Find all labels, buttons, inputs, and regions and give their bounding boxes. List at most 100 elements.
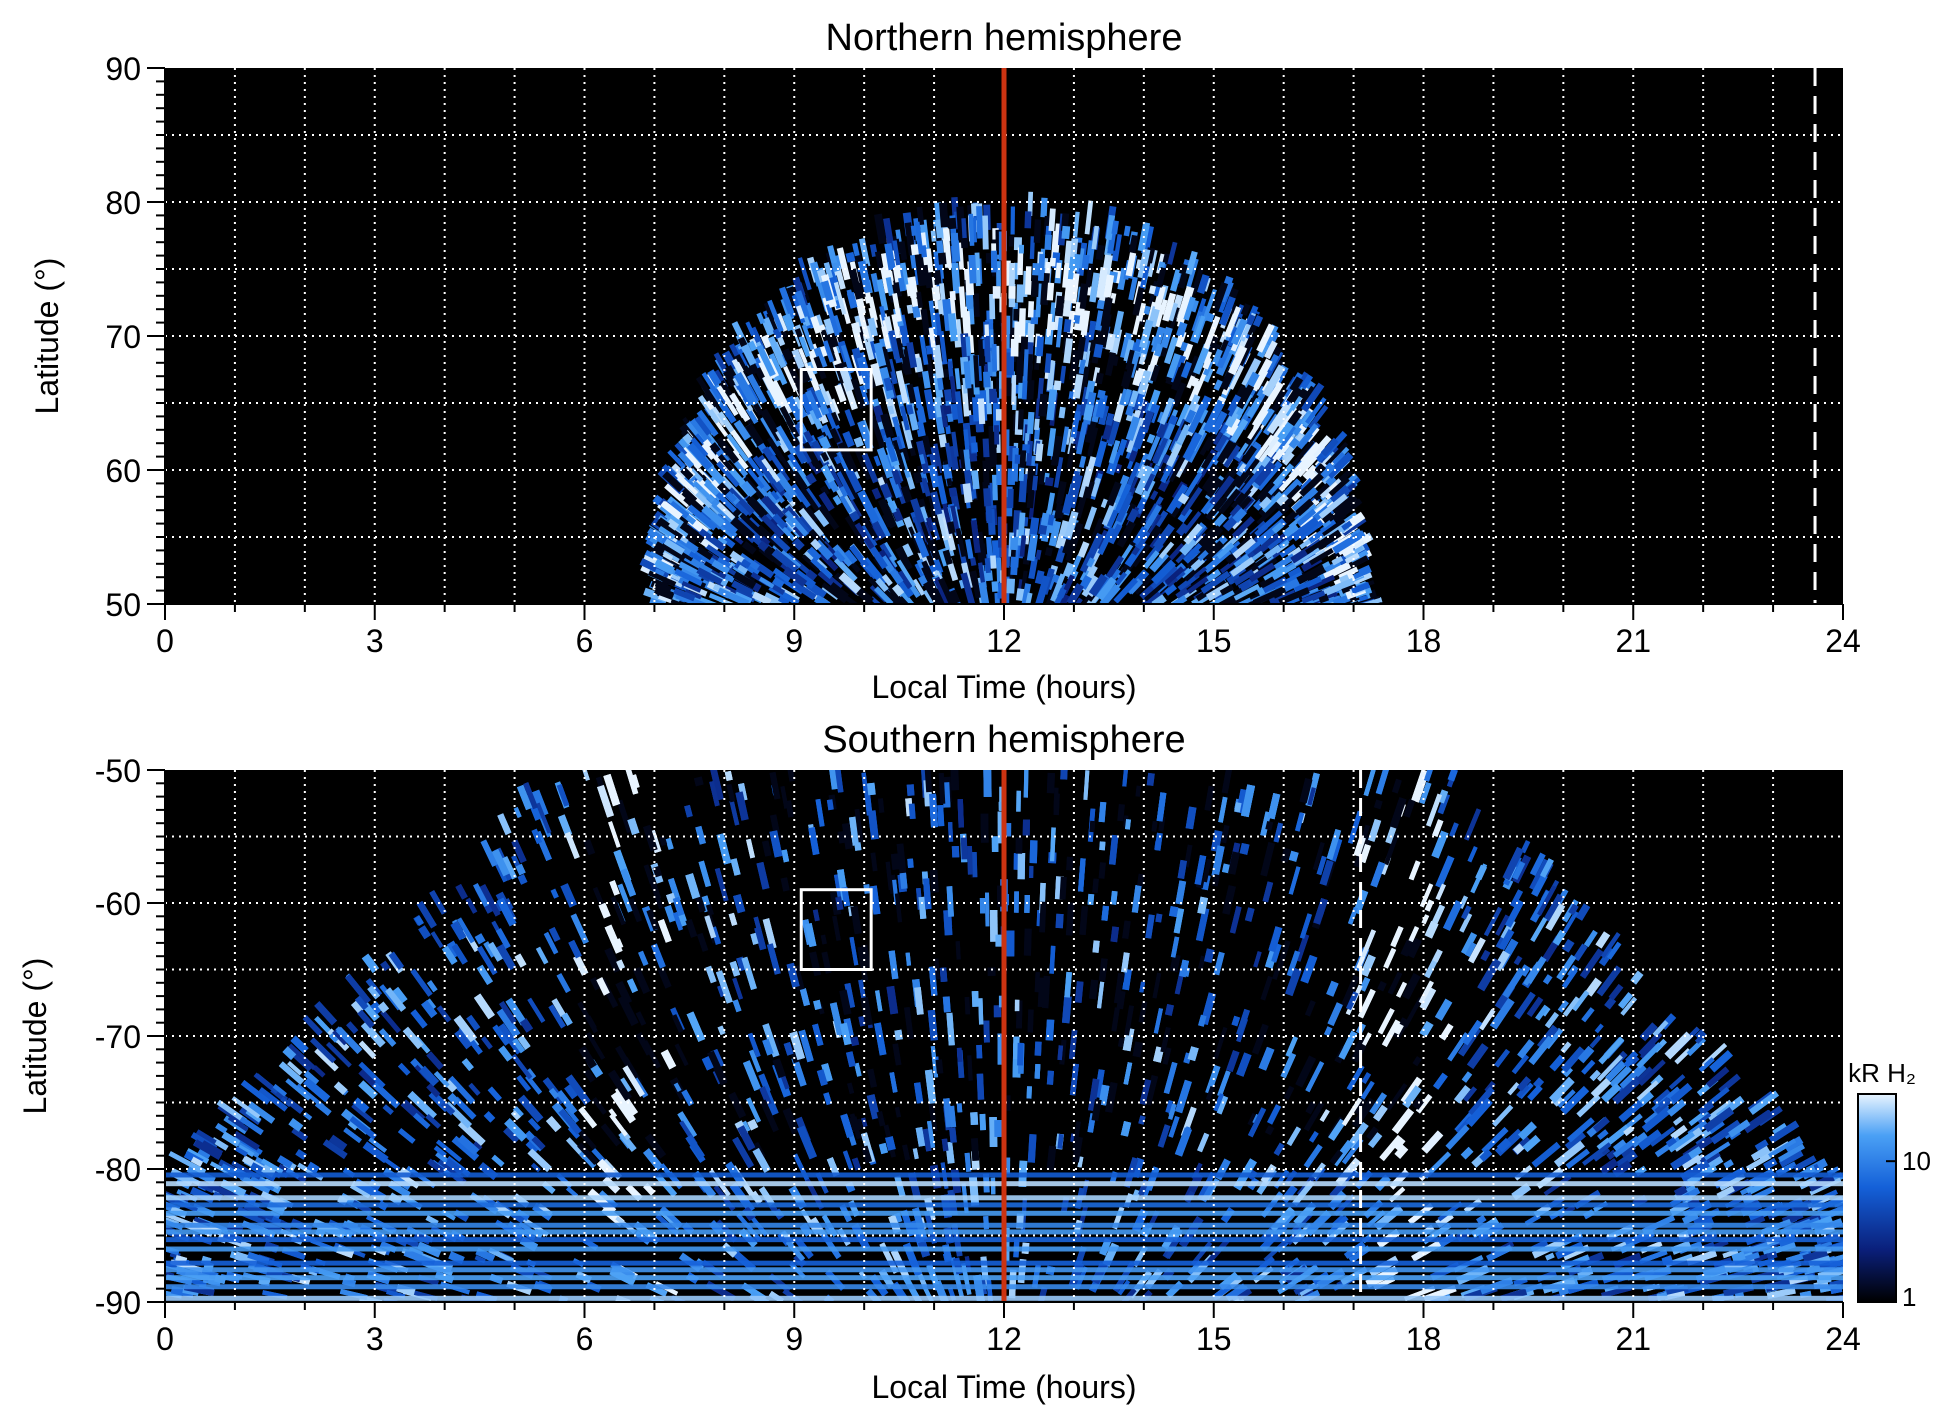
north-emission-streak [1036,263,1037,275]
north-emission-streak [1097,344,1099,357]
north-emission-streak [967,362,969,389]
north-emission-streak [913,226,914,236]
north-emission-streak [823,453,827,461]
north-emission-streak [975,470,977,489]
north-emission-streak [981,399,982,425]
north-emission-streak [888,278,891,296]
north-emission-streak [916,307,918,318]
north-emission-streak [1291,440,1297,447]
north-emission-streak [764,336,769,347]
north-emission-streak [992,294,993,319]
north-emission-streak [1132,235,1135,252]
north-emission-streak [1044,198,1045,217]
north-emission-streak [1182,265,1185,274]
north-emission-streak [993,446,994,467]
north-emission-streak [911,277,914,297]
north-emission-streak [831,334,835,347]
north-emission-streak [1092,273,1096,302]
north-emission-streak [894,470,899,483]
north-emission-streak [1209,314,1212,322]
north-emission-streak [952,314,955,342]
north-emission-streak [994,344,995,372]
north-emission-streak [986,439,987,458]
north-emission-streak [902,241,905,260]
north-emission-streak [1039,444,1041,461]
north-emission-streak [1061,407,1063,418]
north-emission-streak [1067,339,1070,364]
north-emission-streak [1014,537,1015,550]
north-emission-streak [952,488,954,497]
north-emission-streak [1073,239,1075,258]
north-emission-streak [1039,336,1040,356]
north-emission-streak [985,216,986,250]
north-emission-streak [947,390,949,403]
north-emission-streak [1146,306,1148,314]
north-emission-streak [1031,380,1032,400]
north-emission-streak [1024,381,1025,400]
north-emission-streak [1076,375,1080,399]
north-emission-streak [890,406,892,414]
north-emission-streak [1050,283,1051,300]
north-emission-streak [742,561,749,566]
north-emission-streak [1228,556,1235,561]
north-emission-streak [1014,555,1015,575]
north-emission-streak [1066,495,1070,514]
north-emission-streak [910,384,914,403]
north-emission-streak [1044,273,1046,305]
north-emission-streak [888,244,892,270]
north-emission-streak [750,342,754,350]
north-emission-streak [1081,456,1084,467]
north-emission-streak [995,475,996,501]
north-emission-streak [1099,373,1101,384]
north-emission-streak [1000,583,1001,599]
north-emission-streak [950,522,953,533]
north-emission-streak [831,482,836,491]
north-emission-streak [1085,255,1087,269]
north-emission-streak [852,513,856,520]
north-emission-streak [1030,466,1032,493]
north-emission-streak [1050,428,1054,456]
north-emission-streak [923,245,924,257]
north-emission-streak [878,214,883,243]
north-emission-streak [877,406,882,422]
north-emission-streak [741,529,749,536]
north-emission-streak [986,372,987,388]
north-emission-streak [931,301,932,310]
north-emission-streak [1010,489,1011,508]
north-emission-streak [878,343,883,366]
north-emission-streak [937,397,940,417]
north-emission-streak [946,465,948,479]
north-emission-streak [1152,286,1154,294]
north-emission-streak [1131,451,1135,461]
north-emission-streak [981,544,983,565]
north-emission-streak [1082,284,1085,310]
north-emission-streak [1038,571,1041,584]
north-emission-streak [909,405,911,414]
north-emission-streak [1319,597,1327,600]
north-emission-streak [952,218,953,229]
north-x-tick-label: 6 [576,623,594,659]
north-emission-streak [985,461,986,486]
north-x-tick-label: 12 [986,623,1022,659]
north-emission-streak [1180,323,1184,336]
north-emission-streak [1067,319,1068,332]
north-emission-streak [1042,394,1044,416]
north-emission-streak [1013,375,1014,405]
north-emission-streak [1107,275,1111,297]
north-emission-streak [1094,226,1097,249]
north-emission-streak [925,436,929,454]
north-emission-streak [957,368,959,389]
north-x-tick-label: 3 [366,623,384,659]
north-x-tick-label: 15 [1196,623,1232,659]
north-emission-streak [874,364,880,385]
north-emission-streak [1149,435,1152,443]
north-emission-streak [1031,301,1032,317]
north-emission-streak [1022,308,1023,337]
north-emission-streak [937,313,939,333]
north-emission-streak [919,207,921,225]
north-emission-streak [897,267,899,279]
north-emission-streak [973,558,974,566]
